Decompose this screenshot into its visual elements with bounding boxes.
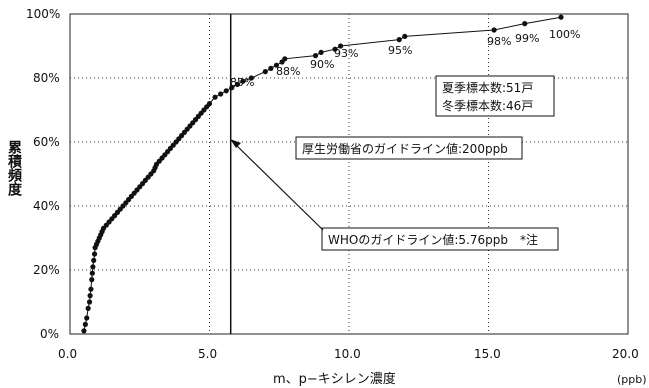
point-label-88: 88% [276,65,300,78]
y-tick-label-40: 40% [33,199,60,213]
x-axis-unit: (ppb) [617,373,647,386]
y-tick-label-0: 0% [40,327,59,341]
data-point [91,251,98,257]
who-guideline-arrowhead [230,139,241,148]
x-tick-label-0: 0.0 [58,347,77,361]
data-point [268,65,274,71]
data-point [90,264,96,270]
data-point [212,94,218,100]
data-point [85,305,91,311]
data-point [312,53,319,59]
point-label-100: 100% [549,28,580,41]
data-point [262,69,268,75]
data-point [282,56,288,62]
data-point [396,37,402,43]
data-point [402,33,408,40]
x-tick-label-15: 15.0 [474,347,501,361]
point-label-98: 98% [487,35,511,48]
mhlw-guideline-box [295,136,523,160]
x-tick-label-5: 5.0 [198,347,217,361]
data-point [84,315,90,321]
sample-count-summer: 夏季標本数:51戸 [442,80,533,95]
data-point [89,277,95,283]
y-tick-label-60: 60% [33,135,60,149]
data-point [89,270,95,276]
data-point [86,299,93,305]
data-point [248,75,254,81]
point-label-90: 90% [310,58,334,71]
data-point [240,78,246,84]
data-point [522,21,528,27]
who-guideline-arrow [233,142,324,231]
y-axis-label: 累積頻度 [6,140,23,197]
data-point [491,27,497,33]
data-point [81,328,87,334]
data-point [87,293,93,299]
who-guideline-text: WHOのガイドライン値:5.76ppb *注 [328,232,538,247]
data-point [218,91,224,97]
series-points [81,14,564,334]
x-tick-label-10: 10.0 [334,347,361,361]
data-point [82,321,88,327]
data-point [234,81,240,87]
point-label-95: 95% [388,44,412,57]
data-point [318,49,324,56]
who-guideline-box [321,227,559,251]
sample-count-winter: 冬季標本数:46戸 [442,98,533,113]
point-label-99: 99% [515,32,539,45]
data-point [338,43,344,49]
data-point [558,14,564,20]
y-tick-label-20: 20% [33,263,60,277]
y-tick-label-80: 80% [33,71,60,85]
sample-count-box [435,75,555,117]
point-label-93: 93% [334,47,358,60]
gridlines [70,14,628,334]
data-point [206,101,213,107]
data-point [223,88,229,94]
data-point [88,286,94,292]
x-axis-label: m、p−キシレン濃度 [273,371,396,387]
data-point [229,85,235,91]
y-tick-label-100: 100% [26,7,60,21]
data-point [332,46,338,52]
mhlw-guideline-text: 厚生労働省のガイドライン値:200ppb [302,141,508,156]
data-point [273,62,280,68]
data-point [91,257,97,263]
x-tick-label-20: 20.0 [612,347,639,361]
point-label-85: 85% [230,76,254,89]
